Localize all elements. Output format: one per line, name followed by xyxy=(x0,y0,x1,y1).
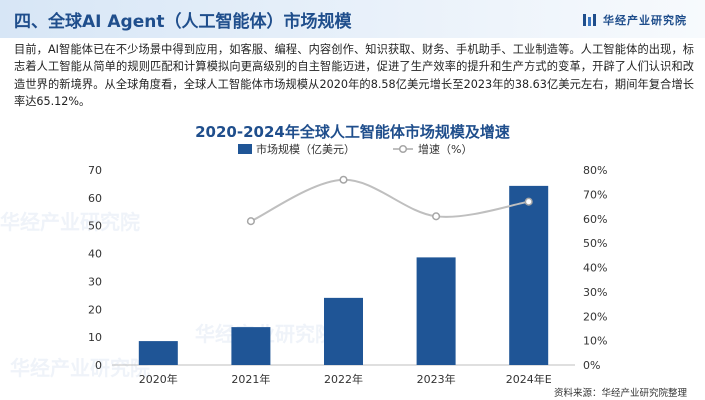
y-right-tick-label: 10% xyxy=(583,335,607,348)
x-tick-label: 2024年E xyxy=(506,372,552,386)
x-tick-label: 2022年 xyxy=(324,372,363,386)
y-right-tick-label: 0% xyxy=(583,359,600,372)
y-left-tick-label: 0 xyxy=(95,359,102,372)
growth-point xyxy=(432,212,441,221)
y-right-tick-label: 70% xyxy=(583,188,607,201)
growth-point xyxy=(339,175,348,184)
source-note: 资料来源：华经产业研究院整理 xyxy=(553,388,687,399)
bar xyxy=(509,185,549,365)
y-left-tick-label: 40 xyxy=(88,248,102,261)
x-tick-label: 2021年 xyxy=(231,372,270,386)
y-right-tick-label: 20% xyxy=(583,310,607,323)
bar xyxy=(416,257,456,365)
legend-swatch-bar xyxy=(238,144,252,154)
bar xyxy=(138,341,178,365)
watermark: 华经产业研究院 xyxy=(0,210,140,234)
brand-logo-icon xyxy=(583,14,596,26)
y-left-tick-label: 70 xyxy=(88,164,102,177)
growth-point xyxy=(524,197,533,206)
bar xyxy=(324,297,363,365)
y-left-tick-label: 20 xyxy=(88,303,102,316)
brand: 华经产业研究院 xyxy=(583,12,687,28)
y-left-tick-label: 10 xyxy=(88,331,102,344)
y-left-tick-label: 60 xyxy=(88,192,102,205)
y-right-tick-label: 60% xyxy=(583,213,607,226)
chart-title: 2020-2024年全球人工智能体市场规模及增速 xyxy=(195,123,510,141)
x-tick-label: 2023年 xyxy=(417,372,456,386)
y-left-tick-label: 30 xyxy=(88,275,102,288)
intro-paragraph: 目前，AI智能体已在不少场景中得到应用，如客服、编程、内容创作、知识获取、财务、… xyxy=(14,43,694,108)
y-right-tick-label: 30% xyxy=(583,286,607,299)
growth-line xyxy=(250,178,529,223)
brand-name: 华经产业研究院 xyxy=(603,14,687,27)
watermark: 华经产业研究院 xyxy=(10,356,150,380)
growth-point xyxy=(246,217,255,226)
header-bar: 四、全球AI Agent（人工智能体）市场规模 华经产业研究院 xyxy=(0,0,705,38)
y-right-tick-label: 80% xyxy=(583,164,607,177)
y-right-tick-label: 50% xyxy=(583,237,607,250)
bar xyxy=(231,327,271,365)
x-tick-label: 2020年 xyxy=(139,372,178,386)
legend-label-bar: 市场规模（亿美元） xyxy=(256,142,355,156)
legend-swatch-point xyxy=(398,144,408,154)
legend-label-line: 增速（%） xyxy=(418,142,472,156)
page-title: 四、全球AI Agent（人工智能体）市场规模 xyxy=(14,12,352,32)
y-left-tick-label: 50 xyxy=(88,220,102,233)
y-right-tick-label: 40% xyxy=(583,262,607,275)
